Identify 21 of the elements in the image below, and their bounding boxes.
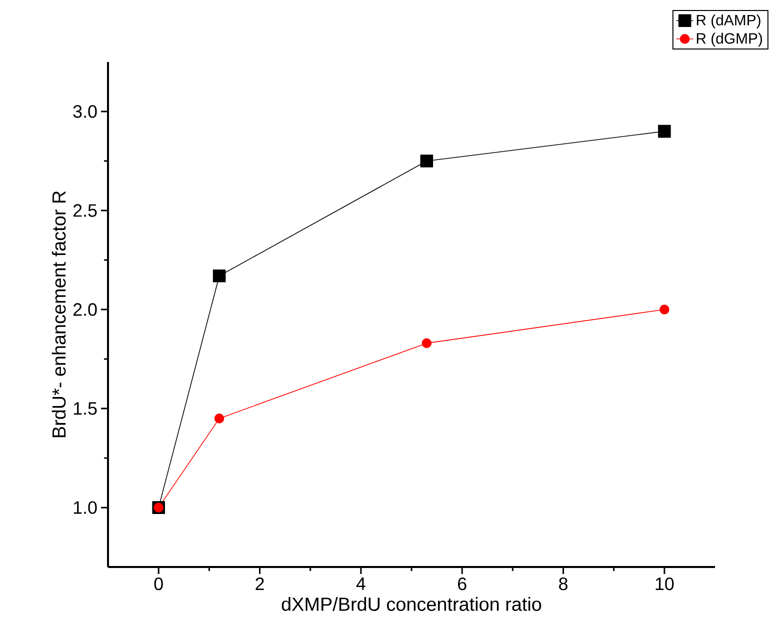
x-tick-label: 4: [356, 578, 366, 590]
point: [212, 269, 226, 282]
y-tick-label: 2.5: [73, 204, 97, 217]
y-tick-label: 1.5: [74, 402, 97, 415]
y-tick-label: 3.0: [73, 105, 97, 118]
y-axis-title: BrdU*- enhancement factor R: [52, 191, 66, 438]
y-tick-label: 2.0: [73, 303, 97, 316]
x-tick-label: 8: [559, 577, 568, 590]
legend-label: R (dGMP): [696, 32, 762, 47]
point: [422, 338, 432, 348]
point: [658, 124, 671, 138]
x-tick-label: 2: [256, 577, 264, 590]
point: [420, 154, 434, 168]
x-axis-title: dXMP/BrdU concentration ratio: [282, 597, 542, 611]
y-tick-label: 1.0: [74, 501, 97, 514]
point: [214, 414, 224, 424]
x-tick-label: 0: [154, 577, 163, 590]
x-tick-label: 6: [458, 577, 466, 590]
point: [660, 304, 670, 314]
x-tick-label: 10: [656, 577, 674, 590]
legend-label: R (dAMP): [696, 14, 760, 28]
